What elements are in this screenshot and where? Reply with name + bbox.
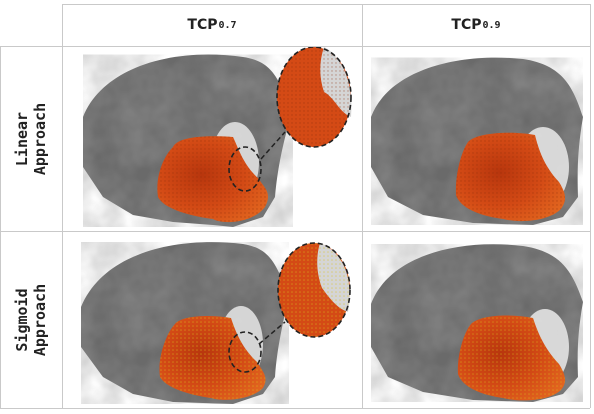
row-label-linear-approach: Linear Approach <box>13 102 49 176</box>
panel-sigmoid-tcp-0-9 <box>363 232 590 408</box>
roi-circle <box>228 146 262 192</box>
panel-linear-tcp-0-7 <box>63 47 362 231</box>
grid-line-left <box>0 46 1 408</box>
zoom-inset <box>277 242 351 338</box>
grid-line-middle <box>0 231 590 232</box>
grid-line-bottom <box>0 408 590 409</box>
row-label-sigmoid-approach: Sigmoid Approach <box>13 283 49 357</box>
grid-line-header <box>0 46 590 47</box>
grid-line-labels <box>62 4 63 408</box>
grid-line-center <box>362 4 363 408</box>
zoom-connector <box>260 131 286 160</box>
grid-line-right <box>590 4 591 408</box>
roi-circle <box>228 331 262 373</box>
activation-region <box>457 315 566 401</box>
zoom-inset <box>276 47 352 148</box>
activation-region <box>159 316 266 400</box>
activation-region <box>157 136 269 223</box>
grid-line-top <box>62 4 590 5</box>
activation-region <box>455 132 566 222</box>
panel-linear-tcp-0-9 <box>363 47 590 231</box>
column-header-tcp-0-7: TCP 0.7 <box>187 17 237 33</box>
panel-sigmoid-tcp-0-7 <box>63 232 362 408</box>
zoom-connector <box>258 321 286 345</box>
column-header-tcp-0-9: TCP 0.9 <box>451 17 501 33</box>
